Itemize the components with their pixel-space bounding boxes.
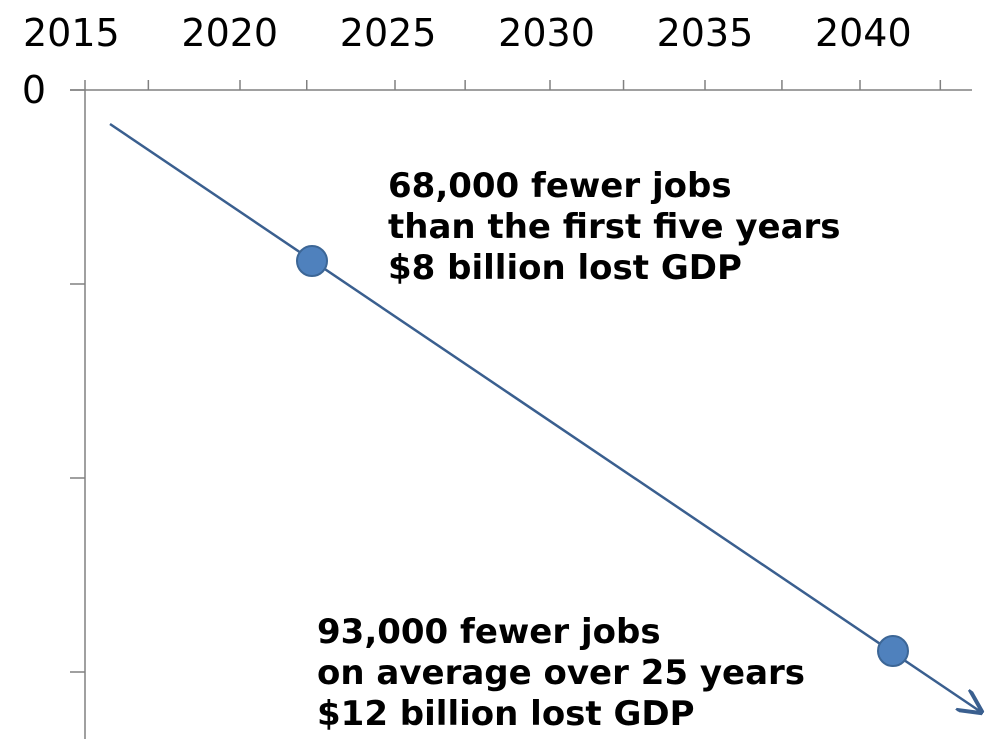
annotation-1-line-0: 93,000 fewer jobs	[317, 612, 661, 652]
series-layer	[109, 122, 981, 712]
annotation-1-line-2: $12 billion lost GDP	[317, 694, 695, 734]
annotation-0-line-0: 68,000 fewer jobs	[388, 166, 732, 206]
axes: 2015 2020 2025 2030 2035 2040 0	[22, 11, 972, 739]
annotation-0-line-2: $8 billion lost GDP	[388, 248, 742, 288]
series-line	[109, 122, 981, 712]
data-point-0	[296, 245, 328, 277]
x-tick-label-2020: 2020	[181, 11, 278, 55]
annotation-1-line-1: on average over 25 years	[317, 653, 805, 693]
annotation-0-line-1: than the first five years	[388, 207, 841, 247]
x-tick-label-2030: 2030	[498, 11, 595, 55]
x-tick-label-2015: 2015	[23, 11, 120, 55]
x-tick-label-2040: 2040	[815, 11, 912, 55]
x-tick-label-2035: 2035	[657, 11, 754, 55]
x-tick-label-2025: 2025	[340, 11, 437, 55]
y-tick-label-0: 0	[22, 68, 46, 112]
data-point-1	[877, 635, 909, 667]
